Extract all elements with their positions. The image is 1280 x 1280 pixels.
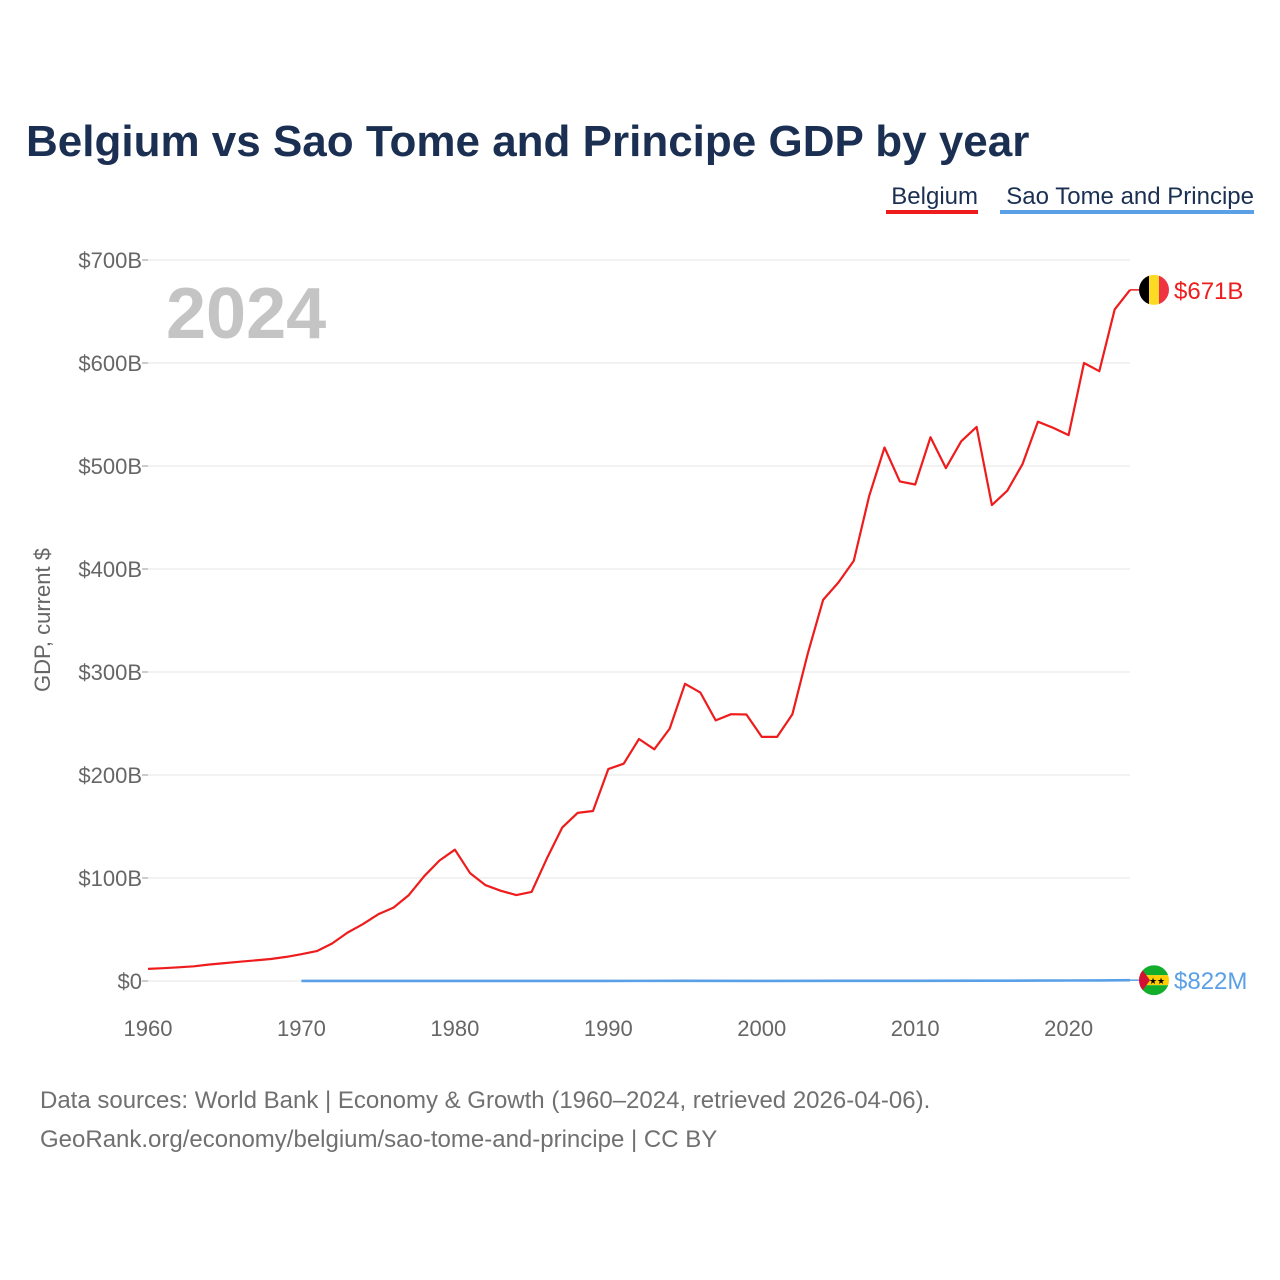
- legend-swatch-sao-tome: [1000, 210, 1254, 214]
- x-axis-ticks: 1960 1970 1980 1990 2000 2010 2020: [124, 1016, 1094, 1041]
- x-tick-label: 1980: [430, 1016, 479, 1041]
- legend-swatch-belgium: [886, 210, 978, 214]
- belgium-flag-icon: [1139, 274, 1169, 305]
- y-tick-label: $700B: [78, 248, 142, 273]
- year-watermark: 2024: [166, 274, 326, 354]
- y-tick-label: $600B: [78, 351, 142, 376]
- y-tick-label: $300B: [78, 660, 142, 685]
- y-tick-label: $500B: [78, 454, 142, 479]
- svg-text:★★: ★★: [1149, 977, 1165, 987]
- x-tick-label: 2000: [737, 1016, 786, 1041]
- x-tick-label: 2010: [891, 1016, 940, 1041]
- source-line-2[interactable]: GeoRank.org/economy/belgium/sao-tome-and…: [40, 1126, 717, 1153]
- end-label-belgium: $671B: [1174, 278, 1243, 305]
- end-label-sao-tome: $822M: [1174, 968, 1247, 995]
- series-line-belgium[interactable]: [147, 289, 1131, 970]
- legend-item-belgium[interactable]: Belgium: [886, 183, 978, 214]
- source-line-1: Data sources: World Bank | Economy & Gro…: [40, 1087, 930, 1114]
- y-tick-label: $200B: [78, 763, 142, 788]
- y-tick-label: $100B: [78, 866, 142, 891]
- x-tick-label: 1990: [584, 1016, 633, 1041]
- x-tick-label: 2020: [1044, 1016, 1093, 1041]
- gridlines: [148, 259, 1130, 982]
- legend: Belgium Sao Tome and Principe: [886, 183, 1254, 214]
- y-tick-label: $400B: [78, 557, 142, 582]
- sao-tome-and-principe-flag-icon: ★★: [1139, 965, 1169, 996]
- chart-title: Belgium vs Sao Tome and Principe GDP by …: [26, 117, 1029, 166]
- y-axis-label: GDP, current $: [30, 548, 55, 692]
- x-tick-label: 1970: [277, 1016, 326, 1041]
- series-line-sao-tome[interactable]: [301, 978, 1131, 983]
- legend-label-belgium: Belgium: [891, 183, 978, 210]
- legend-label-sao-tome: Sao Tome and Principe: [1006, 183, 1254, 210]
- legend-item-sao-tome[interactable]: Sao Tome and Principe: [1000, 183, 1254, 214]
- y-tick-label: $0: [118, 969, 142, 994]
- end-flags: ★★: [1139, 274, 1169, 996]
- series-lines: [147, 289, 1140, 983]
- y-axis-ticks: $0 $100B $200B $300B $400B $500B $600B $700B: [78, 248, 148, 994]
- x-tick-label: 1960: [124, 1016, 173, 1041]
